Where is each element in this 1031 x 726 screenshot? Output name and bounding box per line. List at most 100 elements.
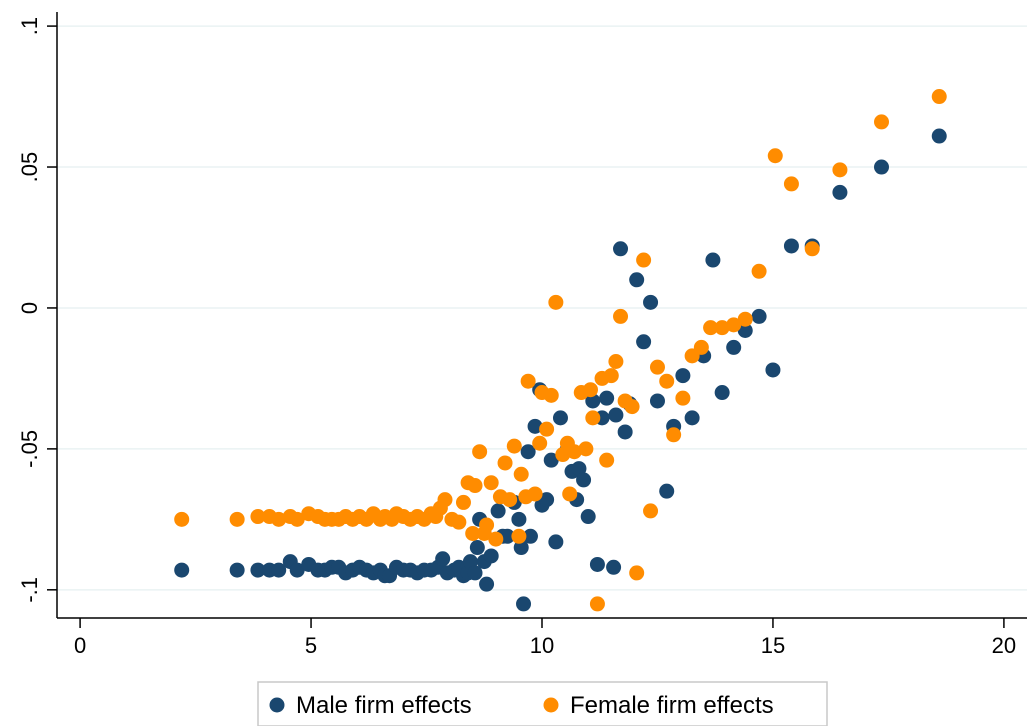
series-1	[174, 89, 947, 612]
point-series-0-46	[516, 596, 532, 612]
point-series-1-71	[636, 252, 652, 268]
point-series-0-45	[513, 540, 529, 556]
point-series-0-77	[675, 368, 691, 384]
point-series-1-66	[608, 354, 624, 370]
point-series-0-60	[576, 472, 592, 488]
x-tick-label-2: 10	[530, 633, 554, 658]
point-series-0-74	[649, 393, 665, 409]
point-series-0-4	[271, 562, 287, 578]
point-series-1-45	[513, 466, 529, 482]
y-tick-label-4: .1	[17, 17, 42, 35]
x-tick-label-0: 0	[74, 633, 86, 658]
point-series-0-82	[726, 339, 742, 355]
point-series-1-42	[502, 492, 518, 508]
point-series-0-63	[589, 556, 605, 572]
point-series-0-89	[874, 159, 889, 175]
point-series-1-53	[548, 294, 564, 310]
point-series-1-38	[483, 475, 499, 491]
legend-label-female: Female firm effects	[570, 692, 774, 719]
point-series-1-1	[229, 511, 245, 527]
point-series-0-65	[599, 390, 615, 406]
point-series-1-35	[472, 444, 488, 460]
point-series-1-86	[804, 241, 820, 257]
point-series-1-84	[767, 148, 783, 164]
point-series-1-59	[578, 441, 594, 457]
x-tick-label-3: 15	[761, 633, 785, 658]
point-series-1-33	[465, 525, 481, 541]
point-series-1-67	[613, 308, 629, 324]
y-tick-label-0: -.1	[17, 577, 42, 603]
point-series-0-55	[552, 410, 568, 426]
point-series-1-47	[520, 373, 536, 389]
point-series-0-71	[629, 272, 645, 288]
point-series-0-44	[511, 511, 527, 527]
point-series-0-62	[585, 393, 601, 409]
point-series-1-52	[543, 387, 559, 403]
point-series-0-75	[659, 483, 675, 499]
point-series-0-48	[522, 528, 538, 544]
point-series-1-76	[675, 390, 691, 406]
data-points	[174, 89, 947, 612]
point-series-1-88	[874, 114, 889, 130]
x-tick-label-1: 5	[305, 633, 317, 658]
point-series-0-40	[490, 503, 506, 519]
point-series-1-43	[506, 438, 522, 454]
point-series-1-64	[599, 452, 615, 468]
legend-marker-female	[543, 697, 559, 713]
point-series-1-74	[659, 373, 675, 389]
point-series-1-72	[643, 503, 659, 519]
point-series-0-67	[608, 407, 624, 423]
point-series-0-85	[765, 362, 781, 378]
point-series-0-61	[580, 509, 596, 525]
point-series-1-57	[566, 444, 582, 460]
point-series-1-70	[629, 565, 645, 581]
y-tick-label-2: 0	[17, 302, 42, 314]
point-series-0-73	[643, 294, 659, 310]
point-series-0-39	[483, 548, 499, 564]
point-series-0-49	[527, 418, 543, 434]
point-series-1-78	[693, 339, 709, 355]
point-series-0-27	[435, 551, 451, 567]
point-series-0-86	[783, 238, 799, 254]
point-series-0-80	[705, 252, 721, 268]
point-series-1-65	[603, 368, 619, 384]
legend-box	[257, 681, 828, 726]
point-series-1-49	[532, 435, 548, 451]
point-series-0-78	[684, 410, 700, 426]
point-series-0-0	[174, 562, 190, 578]
point-series-0-52	[539, 492, 555, 508]
point-series-0-47	[520, 444, 536, 460]
point-series-1-62	[589, 596, 605, 612]
point-series-1-39	[488, 531, 504, 547]
point-series-1-4	[271, 511, 287, 527]
axes: 0 5 10 15 20 -.1 -.05 0 .05 .1	[17, 12, 1027, 658]
legend-marker-male	[269, 697, 285, 713]
point-series-1-44	[511, 528, 527, 544]
point-series-0-81	[714, 385, 730, 401]
point-series-1-60	[583, 382, 598, 398]
point-series-0-83	[737, 323, 753, 339]
point-series-1-51	[539, 421, 555, 437]
point-series-1-54	[555, 447, 571, 463]
point-series-1-28	[437, 492, 453, 508]
point-series-0-54	[548, 534, 564, 550]
point-series-1-82	[737, 311, 753, 327]
point-series-0-35	[469, 540, 485, 556]
point-series-0-66	[606, 559, 622, 575]
point-series-1-30	[451, 514, 467, 530]
point-series-0-33	[462, 554, 478, 570]
point-series-0-84	[751, 308, 767, 324]
point-series-0-69	[617, 424, 633, 440]
point-series-1-87	[832, 162, 848, 178]
point-series-1-56	[562, 486, 578, 502]
point-series-1-81	[726, 317, 742, 333]
point-series-1-2	[250, 509, 266, 525]
point-series-0-88	[832, 184, 848, 200]
point-series-0-42	[499, 528, 515, 544]
point-series-1-85	[783, 176, 799, 192]
point-series-1-89	[931, 89, 947, 105]
point-series-1-34	[467, 478, 483, 494]
point-series-1-69	[624, 399, 640, 415]
point-series-0-90	[931, 128, 947, 144]
point-series-0-1	[229, 562, 245, 578]
